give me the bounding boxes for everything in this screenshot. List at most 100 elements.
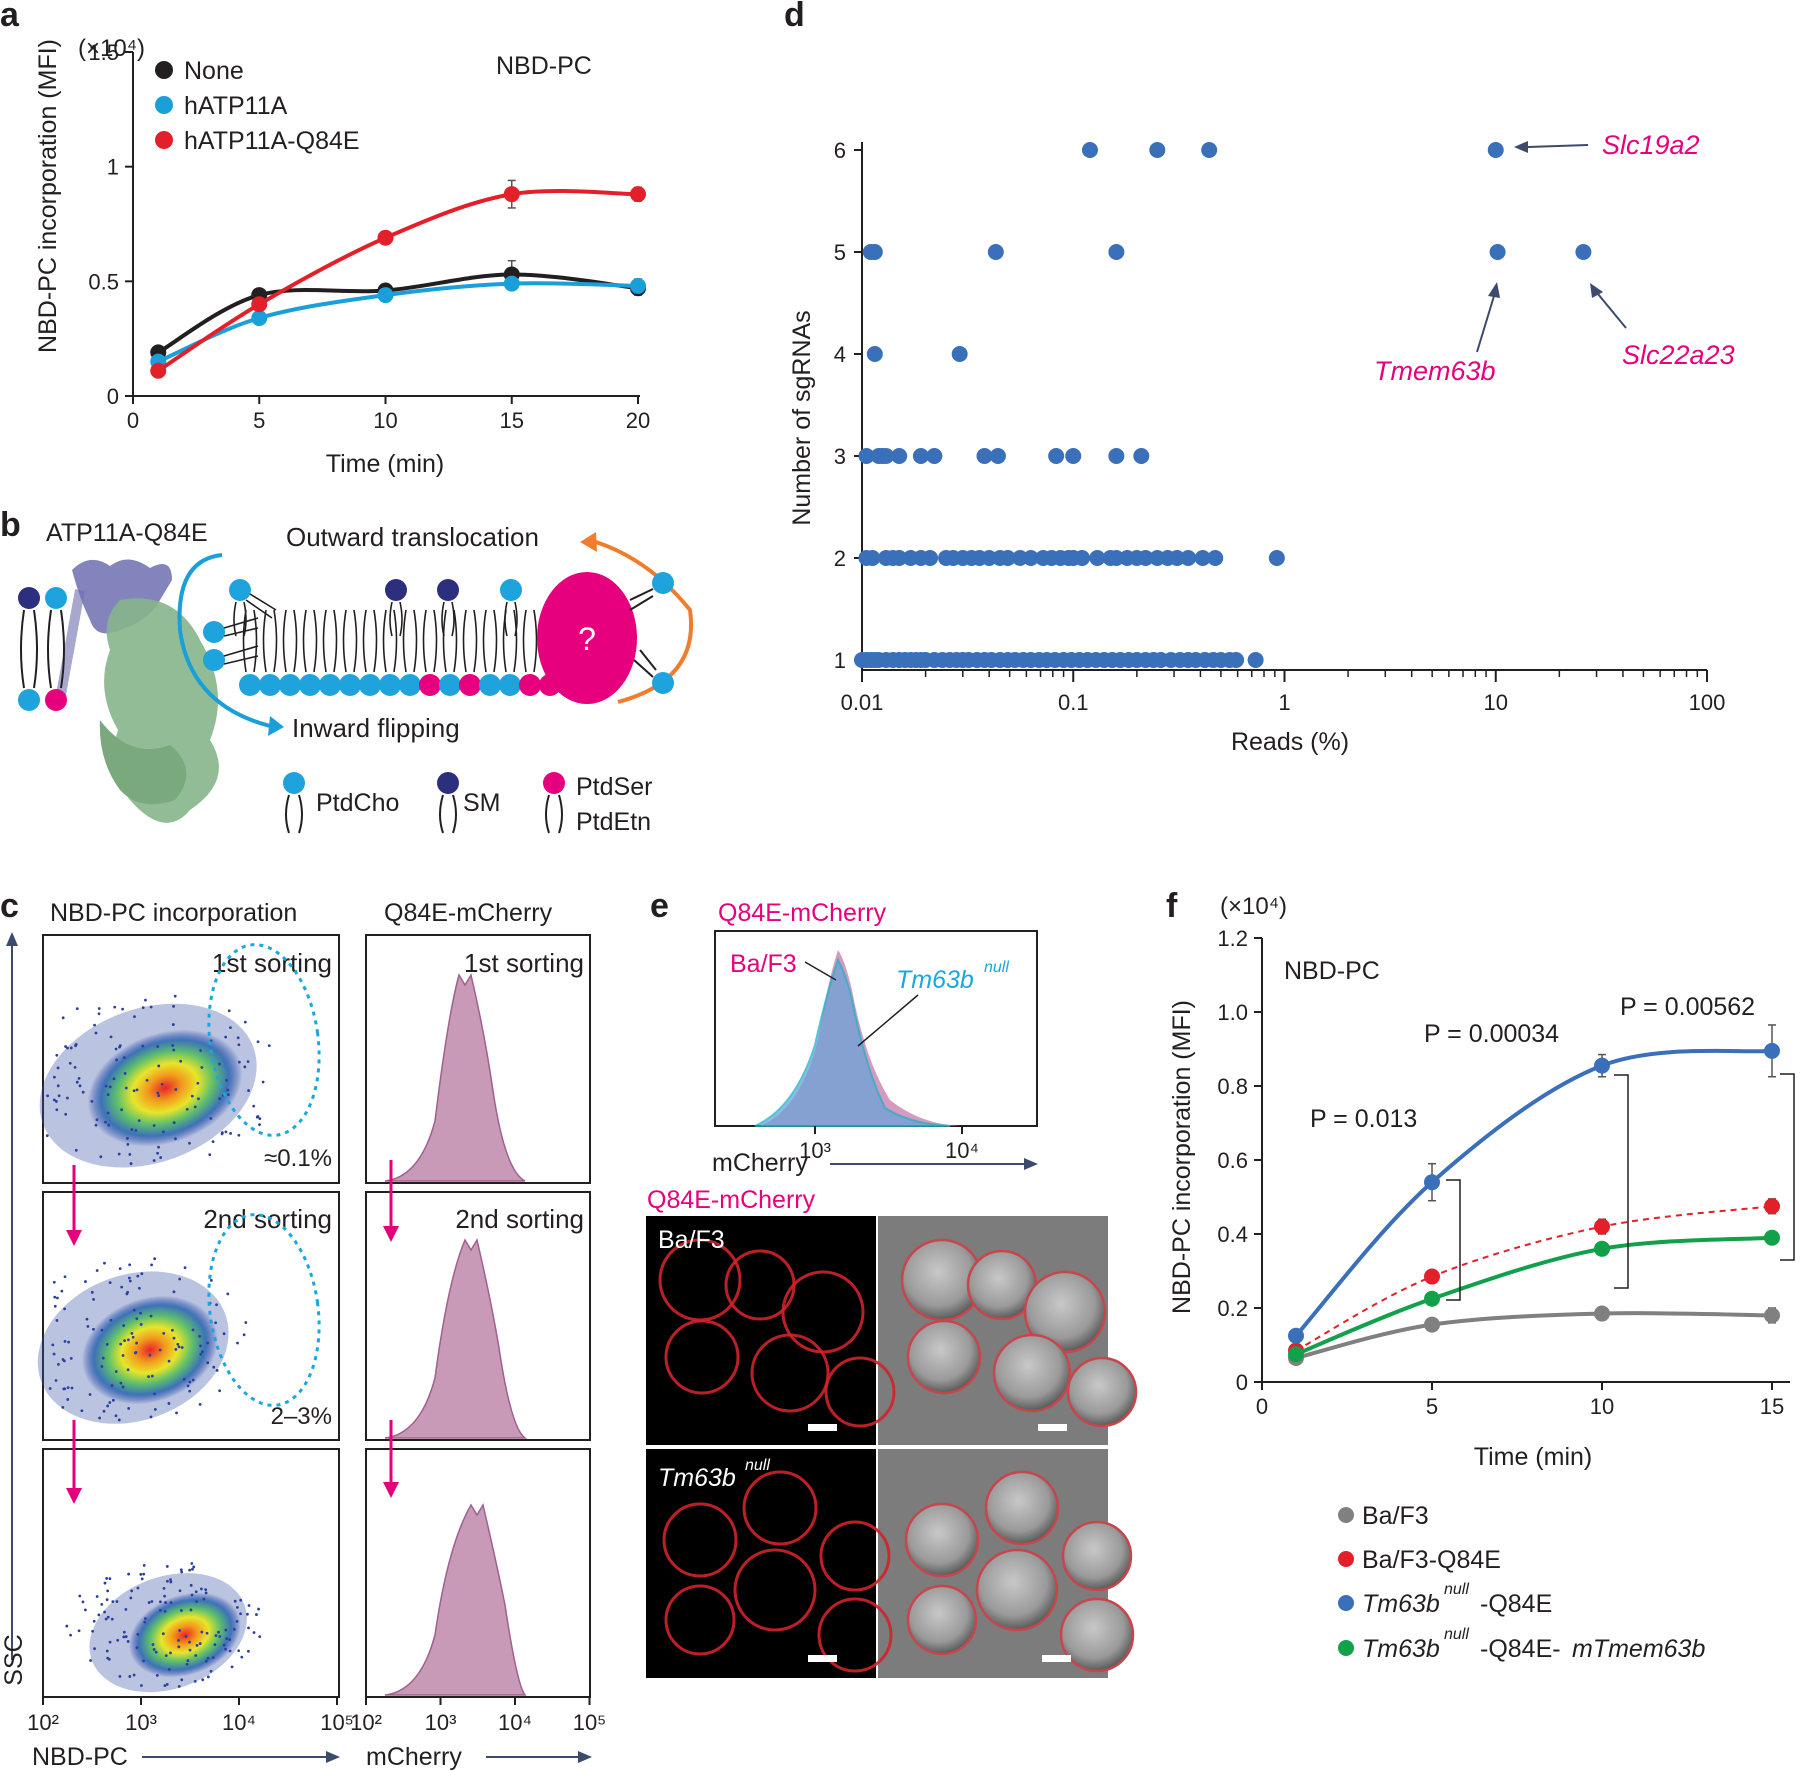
legend-marker-hatp11a	[155, 96, 173, 114]
panel-d-label: d	[784, 0, 805, 34]
panel-f-xlabel: Time (min)	[1474, 1443, 1593, 1471]
flow-event	[152, 1124, 156, 1127]
panel-c-xlabel2: mCherry	[366, 1743, 462, 1771]
flow-event	[62, 1359, 66, 1363]
hist-label-null-sup: null	[984, 959, 1009, 976]
flow-event	[109, 1035, 113, 1039]
flow-event	[200, 1066, 204, 1069]
flow-event	[134, 1350, 138, 1354]
flow-event	[171, 1328, 174, 1332]
lipid-head-ptdcho	[379, 674, 401, 696]
legend-f-null-2: null	[1444, 1626, 1469, 1643]
flow-event	[63, 1387, 67, 1391]
flow-event	[61, 1405, 65, 1409]
flow-event	[172, 1336, 176, 1340]
flow-event	[172, 1290, 176, 1294]
cell-membrane-signal	[664, 1584, 736, 1656]
flow-event	[195, 1600, 198, 1603]
panel-d-point	[864, 550, 881, 566]
flow-event	[115, 1600, 119, 1603]
panel-f-point-0-3	[1764, 1307, 1780, 1324]
flow-event	[136, 1586, 140, 1590]
flow-event	[90, 1290, 94, 1294]
flow-event	[69, 1046, 73, 1050]
flow-event	[108, 1281, 112, 1285]
flow-event	[227, 1093, 230, 1097]
flow-event	[238, 1060, 241, 1064]
flow-event	[136, 1274, 140, 1278]
flow-event	[148, 1353, 152, 1357]
flow-event	[182, 1377, 186, 1381]
flow-event	[110, 1617, 114, 1621]
flow-event	[172, 1004, 175, 1008]
flow-event	[174, 1088, 178, 1091]
flow-event	[243, 1020, 247, 1024]
flow-event	[132, 1308, 136, 1312]
panel-c-col1-title: NBD-PC incorporation	[50, 899, 297, 927]
flow-event	[156, 1091, 160, 1095]
flow-plot-round1	[42, 934, 340, 1184]
panel-f-pvalues: P = 0.013 P = 0.00034 P = 0.00562	[1310, 993, 1795, 1301]
flow-event	[46, 1094, 50, 1098]
panel-a-point-1-1	[251, 310, 268, 327]
panel-f-ytick-label: 0.4	[1217, 1222, 1248, 1247]
panel-a-point-1-2	[377, 287, 394, 304]
flow-event	[214, 1321, 218, 1325]
flow-event	[140, 1684, 143, 1687]
lipid-head-ptdcho	[399, 674, 421, 696]
panel-d-xtick-label: 0.01	[841, 690, 884, 715]
flow-event	[188, 1640, 191, 1644]
panel-b-label: b	[0, 506, 21, 544]
flow-event	[107, 1123, 111, 1127]
flow-event	[159, 1156, 163, 1159]
flow-event	[209, 1278, 213, 1282]
flow-event	[198, 1334, 202, 1338]
flow-event	[67, 1340, 71, 1344]
flow-event	[142, 1659, 145, 1663]
flow-event	[191, 1328, 195, 1332]
lipid-tail	[422, 609, 438, 673]
panel-f-xtick-label: 10	[1590, 1394, 1614, 1419]
panel-d-xlabel: Reads (%)	[1231, 728, 1349, 756]
flow-event	[206, 1341, 210, 1345]
flow-event	[228, 1638, 232, 1642]
flow-event	[188, 1568, 192, 1572]
panel-d-ylabel: Number of sgRNAs	[788, 310, 816, 525]
flow-event	[75, 1080, 79, 1084]
unknown-scramblase	[537, 572, 637, 704]
panel-f-ytick-label: 0.2	[1217, 1296, 1248, 1321]
flow-event	[243, 1065, 247, 1069]
legend-f-q84e-2: -Q84E-	[1480, 1635, 1561, 1663]
flow-event	[183, 1266, 187, 1270]
flow-event	[188, 1380, 192, 1384]
flow-event	[112, 1077, 116, 1081]
flow-event	[226, 1292, 230, 1296]
panel-d-point	[951, 346, 968, 362]
flow-event	[106, 1615, 110, 1619]
panel-e-xtick-label: 10³	[799, 1138, 831, 1163]
panel-d-point	[1169, 550, 1186, 566]
flow-event	[167, 1668, 171, 1671]
flow-event	[78, 1594, 82, 1598]
flow-event	[177, 1684, 181, 1688]
panel-a-point-1-3	[503, 275, 520, 292]
lipid-head-flipping	[203, 621, 225, 643]
panel-f-label: f	[1166, 887, 1178, 925]
panel-d-point	[1180, 550, 1197, 566]
cell-dic	[1066, 1356, 1138, 1428]
flow-event	[118, 1674, 122, 1678]
flow-event	[106, 1093, 110, 1096]
flow-event	[106, 1589, 110, 1593]
flow-event	[237, 1649, 241, 1653]
round2-label: 2nd sorting	[203, 1204, 332, 1234]
flow-event	[186, 1384, 190, 1388]
flow-event	[188, 1648, 192, 1652]
flow-event	[109, 1318, 113, 1322]
flow-event	[95, 1595, 99, 1598]
flow-event	[100, 1365, 104, 1368]
panel-d-point	[878, 448, 895, 464]
flow-event	[84, 1280, 87, 1283]
flow-event	[138, 1286, 141, 1290]
flow-event	[171, 1044, 175, 1047]
cell-dic	[906, 1319, 982, 1395]
